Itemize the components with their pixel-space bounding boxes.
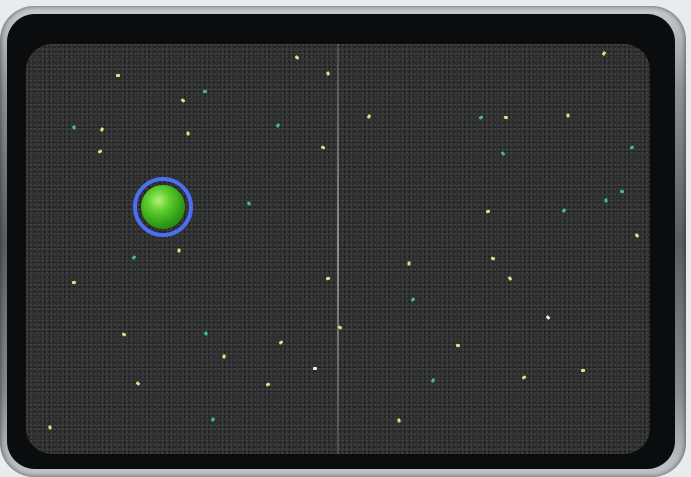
flake (131, 255, 137, 260)
flake (455, 343, 461, 348)
flake (222, 354, 226, 359)
target-marker[interactable] (133, 177, 193, 237)
flake (177, 248, 181, 253)
flake (580, 368, 586, 373)
flake (320, 145, 326, 150)
flake (521, 375, 527, 380)
green-ball[interactable] (141, 185, 185, 229)
flake (99, 127, 105, 132)
flake (485, 209, 491, 214)
flake (629, 145, 635, 150)
flake (180, 98, 186, 103)
flake (634, 233, 640, 238)
flake (619, 189, 625, 194)
flake (210, 417, 216, 422)
flake (507, 276, 513, 281)
flake (48, 425, 52, 430)
flake (72, 125, 76, 130)
flake (410, 297, 416, 302)
flake (71, 280, 77, 285)
flake (186, 131, 190, 136)
flake (246, 201, 252, 206)
flake (325, 276, 331, 281)
flake (503, 115, 509, 120)
flake (566, 113, 570, 118)
flake (202, 89, 208, 94)
flake (294, 55, 300, 60)
flake (396, 418, 402, 423)
flake (601, 51, 607, 56)
flake (121, 332, 127, 337)
flake (490, 256, 496, 261)
flake (278, 340, 284, 345)
flake (326, 71, 330, 76)
flake (203, 331, 209, 336)
rubber-mat (26, 44, 650, 454)
flake (545, 315, 551, 320)
flake (275, 123, 281, 128)
flake (561, 208, 567, 213)
mat-seam (337, 44, 339, 454)
flake (265, 382, 271, 387)
flake (604, 198, 608, 203)
flake (478, 115, 484, 120)
flake (97, 149, 103, 154)
flake (500, 151, 506, 156)
flake (430, 378, 436, 383)
flake (135, 381, 141, 386)
flake (116, 74, 120, 77)
flake (312, 366, 318, 371)
flake (407, 261, 411, 266)
flake (366, 114, 372, 119)
